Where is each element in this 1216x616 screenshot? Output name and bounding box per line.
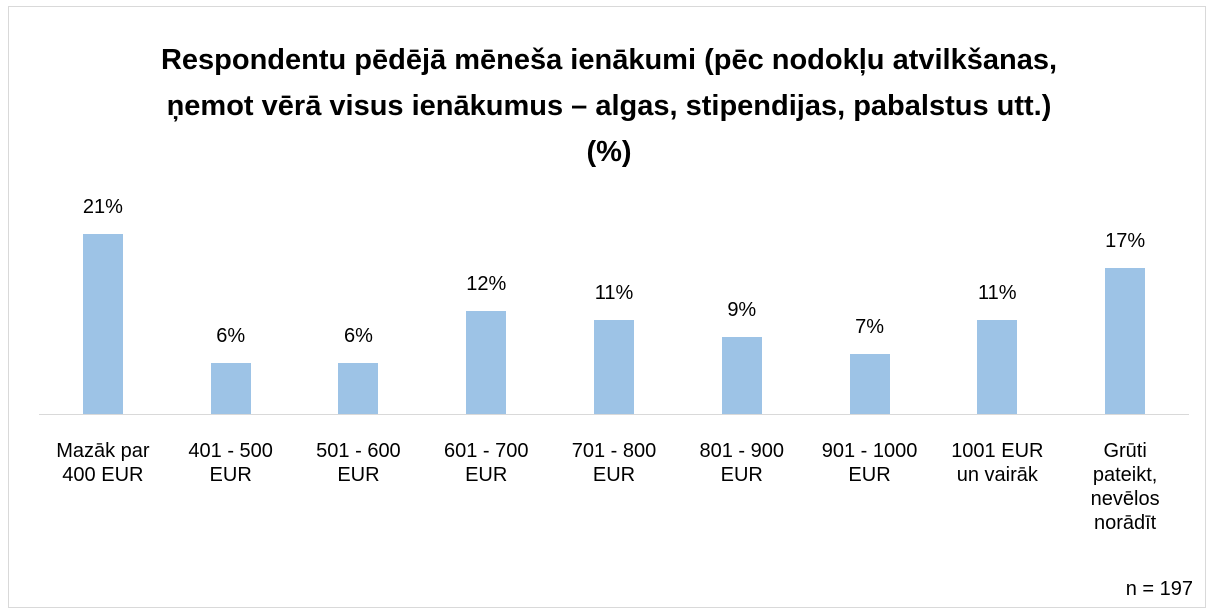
bar (338, 362, 379, 414)
data-label: 17% (1105, 230, 1146, 253)
x-tick-label: Mazāk par 400 EUR (56, 440, 150, 486)
data-label: 21% (82, 196, 123, 218)
bar (977, 319, 1018, 414)
baseline (39, 414, 1189, 415)
x-tick-label: Grūti pateikt, nevēlos norādīt (1090, 440, 1160, 534)
bar (210, 362, 251, 414)
bar (1105, 268, 1146, 414)
x-tick-label: 801 - 900 EUR (699, 440, 785, 486)
data-label: 12% (466, 273, 507, 296)
data-label: 6% (216, 324, 246, 347)
bar (849, 354, 890, 414)
chart-title: Respondentu pēdējā mēneša ienākumi (pēc … (160, 44, 1058, 168)
x-tick-label: 501 - 600 EUR (316, 440, 401, 486)
data-label: 11% (978, 281, 1017, 304)
bar (466, 311, 507, 414)
x-tick-label: 1001 EUR un vairāk (951, 440, 1044, 486)
data-label: 9% (727, 298, 757, 321)
bar (82, 234, 123, 414)
bar (594, 319, 634, 414)
data-label: 11% (594, 281, 634, 304)
x-tick-label: 701 - 800 EUR (571, 440, 657, 486)
chart: Respondentu pēdējā mēneša ienākumi (pēc … (8, 6, 1206, 608)
x-tick-label: 401 - 500 EUR (188, 440, 273, 486)
data-label: 6% (343, 324, 373, 347)
sample-size-note: n = 197 (1125, 578, 1193, 600)
bar (721, 336, 762, 414)
x-tick-label: 601 - 700 EUR (443, 440, 529, 486)
data-label: 7% (855, 316, 884, 338)
x-tick-label: 901 - 1000 EUR (821, 440, 918, 486)
